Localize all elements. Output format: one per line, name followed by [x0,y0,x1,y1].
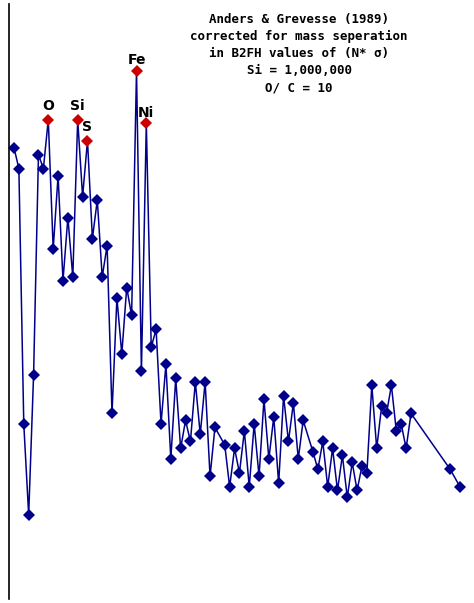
Text: Ni: Ni [138,106,155,119]
Text: Anders & Grevesse (1989)
corrected for mass seperation
in B2FH values of (N* σ)
: Anders & Grevesse (1989) corrected for m… [191,13,408,94]
Text: Fe: Fe [127,53,146,67]
Text: S: S [82,119,92,134]
Text: O: O [42,99,54,113]
Text: Si: Si [70,99,85,113]
